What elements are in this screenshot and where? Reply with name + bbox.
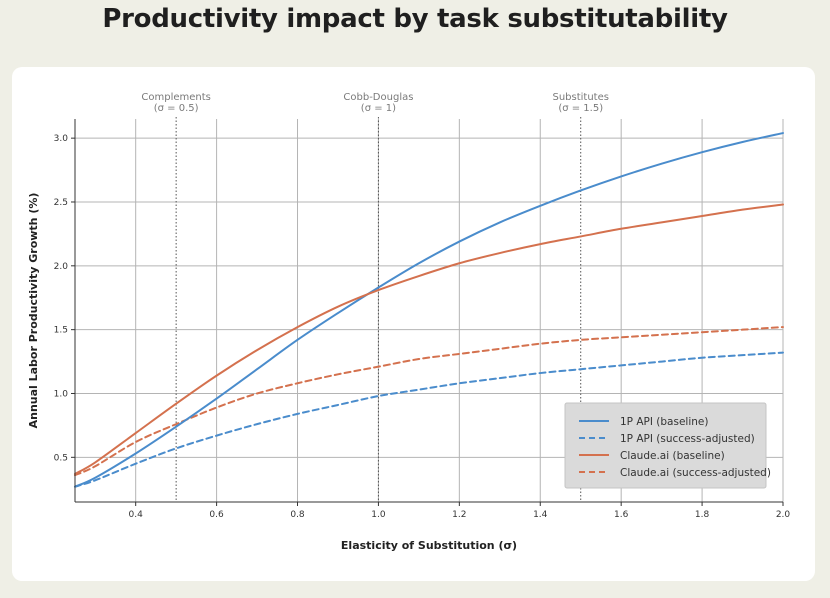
y-tick-label: 2.5 <box>54 198 68 208</box>
series-line-1p-api-baseline <box>74 132 784 488</box>
reference-lines: Complements(σ = 0.5) Cobb-Douglas(σ = 1) S… <box>141 92 609 502</box>
y-tick-label: 0.5 <box>54 453 68 463</box>
x-tick-label: 0.6 <box>209 510 224 520</box>
chart-card: Complements (σ = 0.5) Cobb-Douglas (σ = 1) S… <box>12 67 815 581</box>
page-title: Productivity impact by task substitutabi… <box>102 4 728 34</box>
legend-label: 1P API (baseline) <box>620 416 708 428</box>
reference-label: Substitutes <box>552 92 608 103</box>
y-tick-label: 1.0 <box>54 389 69 399</box>
x-tick-label: 0.8 <box>290 510 305 520</box>
series-line-claude-ai-baseline <box>74 203 784 475</box>
reference-label: Complements <box>141 92 210 103</box>
x-axis-title: Elasticity of Substitution (σ) <box>341 539 517 552</box>
x-tick-label: 1.6 <box>614 510 629 520</box>
x-tick-label: 0.4 <box>129 510 144 520</box>
x-tick-label: 1.8 <box>695 510 710 520</box>
legend: 1P API (baseline) 1P API (success-adjuste… <box>564 402 771 489</box>
legend-box <box>564 402 767 489</box>
series-line-claude-ai-success-adjusted <box>74 326 784 477</box>
x-tick-label: 2.0 <box>776 510 791 520</box>
reference-sublabel: (σ = 0.5) <box>154 103 199 114</box>
x-tick-label: 1.0 <box>371 510 386 520</box>
x-tick-label: 1.2 <box>452 510 466 520</box>
reference-sublabel: (σ = 1) <box>361 103 396 114</box>
legend-label: 1P API (success-adjusted) <box>620 433 755 445</box>
legend-label: Claude.ai (baseline) <box>620 450 725 462</box>
chart: Complements(σ = 0.5) Cobb-Douglas(σ = 1) S… <box>27 92 790 552</box>
y-tick-label: 1.5 <box>54 326 68 336</box>
axes: 0.4 0.6 0.8 1.0 1.2 1.4 1.6 1.8 2.0 0.5 1.0 1.5 2.0 2… <box>27 119 790 552</box>
x-tick-label: 1.4 <box>533 510 548 520</box>
reference-sublabel: (σ = 1.5) <box>558 103 603 114</box>
y-axis-title: Annual Labor Productivity Growth (%) <box>27 193 40 429</box>
series-lines <box>74 132 784 488</box>
legend-label: Claude.ai (success-adjusted) <box>620 467 771 479</box>
reference-label: Cobb-Douglas <box>343 92 413 103</box>
series-line-1p-api-success-adjusted <box>74 351 784 488</box>
y-tick-label: 2.0 <box>54 262 69 272</box>
y-tick-label: 3.0 <box>54 134 69 144</box>
